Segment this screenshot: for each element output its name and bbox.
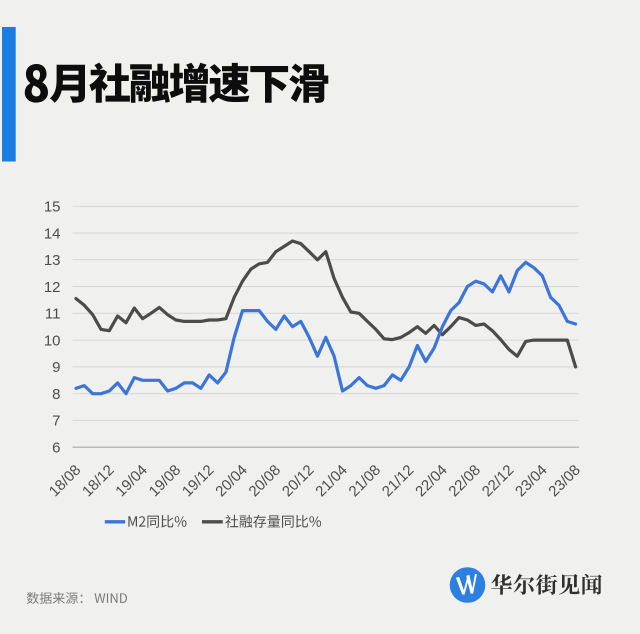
svg-text:14: 14 [44,225,61,242]
svg-text:9: 9 [52,359,60,376]
svg-text:13: 13 [44,252,61,269]
svg-text:7: 7 [52,413,60,430]
svg-text:15: 15 [44,199,61,216]
svg-text:12: 12 [44,279,61,296]
svg-text:6: 6 [52,440,60,457]
svg-text:8: 8 [52,386,60,403]
svg-text:10: 10 [44,332,61,349]
svg-text:11: 11 [45,306,61,323]
